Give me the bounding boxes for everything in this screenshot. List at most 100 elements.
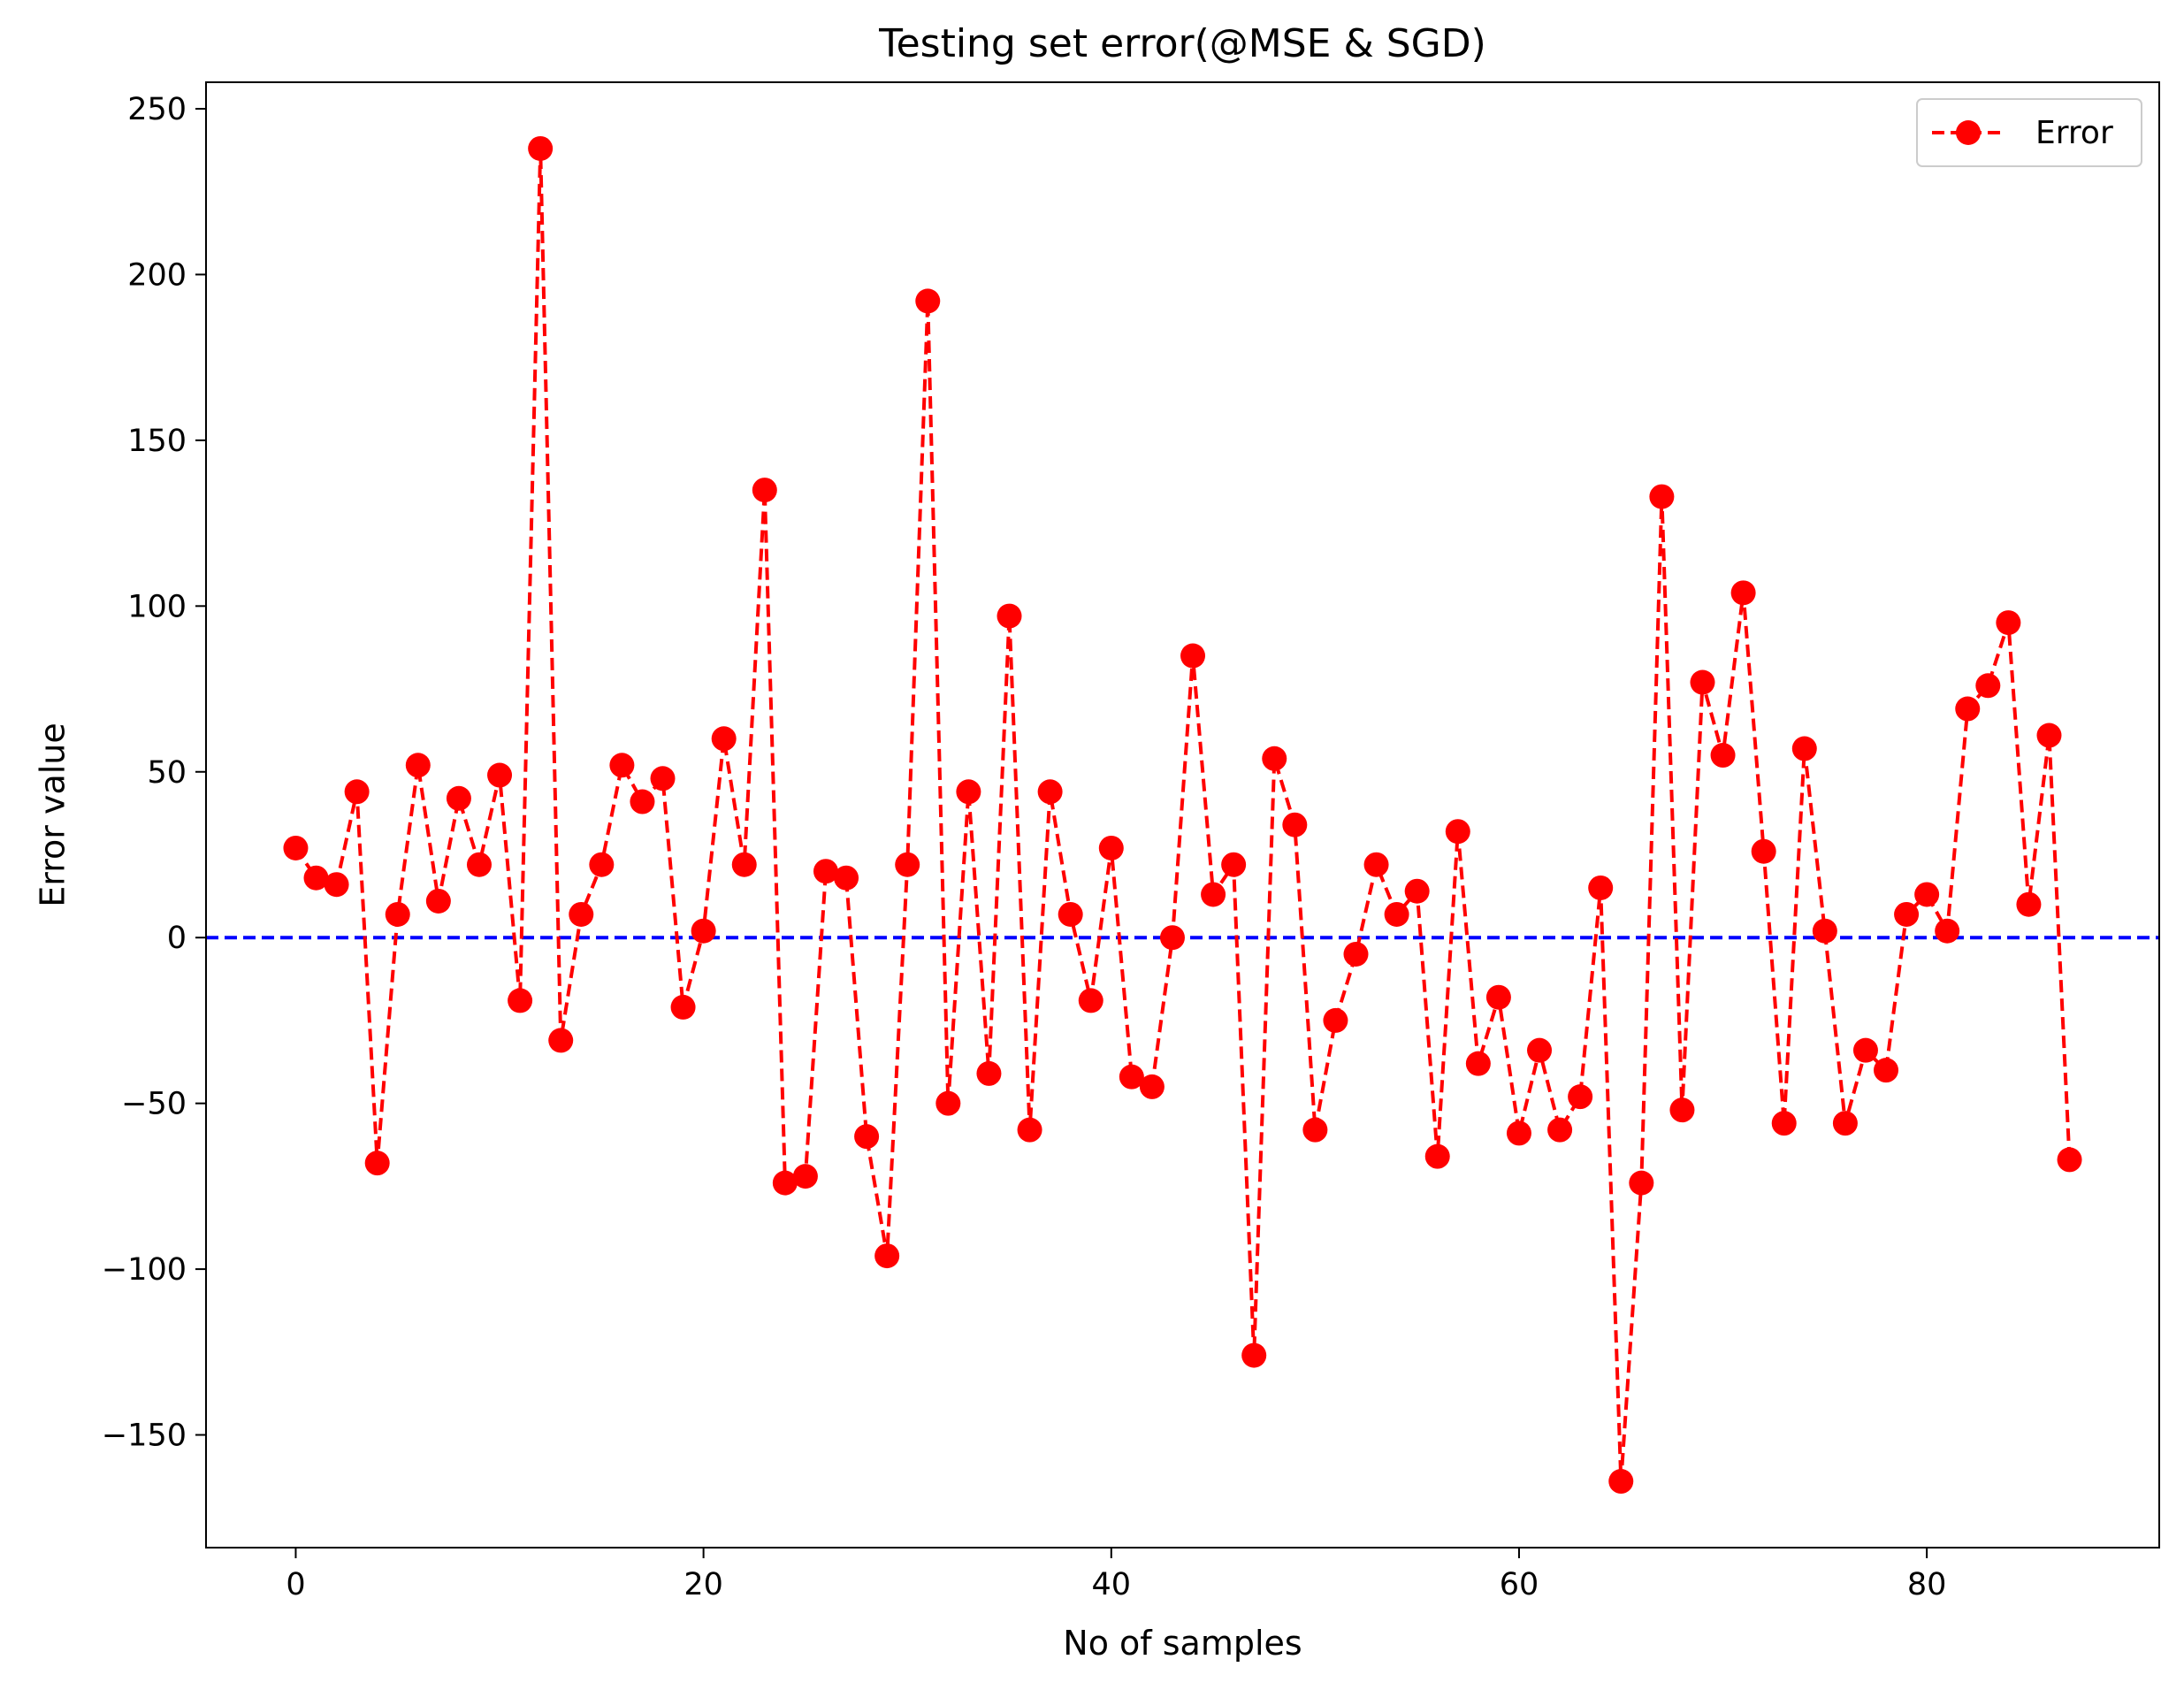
data-point [1690, 669, 1715, 695]
data-point [1975, 673, 2001, 699]
data-point [670, 994, 696, 1020]
data-point [1527, 1037, 1553, 1063]
data-point [405, 753, 431, 778]
data-point [1201, 882, 1226, 907]
data-point [1323, 1007, 1348, 1033]
data-point [1669, 1097, 1695, 1123]
y-tick-label: −150 [102, 1419, 187, 1454]
data-point [1547, 1117, 1573, 1143]
data-point [874, 1243, 900, 1269]
data-point [1588, 875, 1614, 900]
data-point [834, 865, 859, 891]
x-tick-label: 20 [683, 1567, 723, 1602]
series-line-error [294, 147, 2072, 1483]
data-point [1384, 901, 1409, 927]
data-point [650, 766, 676, 791]
data-point [283, 835, 309, 860]
data-point [731, 852, 757, 877]
data-point [508, 988, 533, 1013]
data-point [2016, 891, 2042, 917]
data-point [1649, 484, 1675, 509]
data-point [1874, 1058, 1899, 1083]
data-point [2057, 1147, 2082, 1173]
legend-label: Error [2035, 115, 2113, 151]
data-point [609, 753, 635, 778]
y-tick-label: −50 [121, 1087, 187, 1122]
y-tick-label: 0 [167, 921, 187, 956]
data-point [1485, 984, 1511, 1010]
data-point [1363, 852, 1389, 877]
data-point [997, 603, 1022, 629]
y-tick-label: 50 [147, 755, 187, 791]
data-point [915, 288, 941, 314]
legend: Error [1916, 98, 2142, 167]
data-point [854, 1124, 880, 1150]
data-point [303, 865, 329, 891]
data-point [2036, 723, 2062, 748]
chart-title: Testing set error(@MSE & SGD) [878, 21, 1486, 66]
data-point [976, 1060, 1002, 1086]
data-point [630, 789, 655, 814]
data-point [1730, 580, 1756, 606]
legend-box [1916, 98, 2142, 167]
data-point [385, 901, 410, 927]
axes-frame [205, 81, 2160, 1549]
data-point [1445, 819, 1470, 845]
data-point [956, 779, 981, 805]
data-point [1139, 1074, 1165, 1099]
data-point [1608, 1469, 1634, 1495]
data-point [1078, 988, 1103, 1013]
x-tick-label: 80 [1907, 1567, 1947, 1602]
data-point [1894, 901, 1920, 927]
data-point [1017, 1117, 1042, 1143]
data-point [1791, 736, 1817, 761]
data-point [1159, 925, 1185, 951]
data-point [324, 872, 349, 898]
data-point [528, 135, 554, 161]
data-point [1037, 779, 1063, 805]
data-point [466, 852, 492, 877]
data-point [446, 785, 471, 811]
data-point [935, 1090, 961, 1116]
data-point [1506, 1120, 1531, 1146]
data-point [1058, 901, 1083, 927]
data-point [1302, 1117, 1328, 1143]
data-point [1424, 1143, 1450, 1169]
data-point [813, 859, 838, 884]
y-tick-label: 150 [127, 424, 187, 459]
x-axis-ticks: 0 20 40 60 80 [286, 1548, 1946, 1602]
x-tick-label: 40 [1092, 1567, 1132, 1602]
data-point [344, 779, 370, 805]
data-point [711, 726, 737, 752]
data-point [792, 1164, 818, 1189]
data-point [1180, 643, 1206, 669]
y-axis-ticks: −150 −100 −50 0 50 100 150 200 250 [102, 92, 206, 1454]
data-point [772, 1170, 798, 1196]
y-tick-label: −100 [102, 1252, 187, 1288]
data-point [425, 888, 451, 914]
data-point [895, 852, 920, 877]
data-point [1282, 812, 1308, 837]
plot-layer [206, 135, 2159, 1495]
data-point [1404, 878, 1430, 904]
data-point [1221, 852, 1247, 877]
data-point [364, 1151, 390, 1176]
data-point [1812, 918, 1837, 944]
y-tick-label: 200 [127, 257, 187, 293]
data-point [1262, 746, 1287, 771]
data-point [1852, 1037, 1878, 1063]
data-point [1343, 941, 1369, 967]
data-point [1935, 918, 1960, 944]
data-point [1629, 1170, 1654, 1196]
data-point [487, 762, 513, 788]
data-point [691, 918, 716, 944]
y-tick-label: 100 [127, 589, 187, 624]
data-point [1832, 1111, 1858, 1136]
x-axis-label: No of samples [1063, 1624, 1302, 1663]
data-point [1568, 1084, 1593, 1110]
data-point [569, 901, 594, 927]
data-point [1465, 1051, 1491, 1076]
